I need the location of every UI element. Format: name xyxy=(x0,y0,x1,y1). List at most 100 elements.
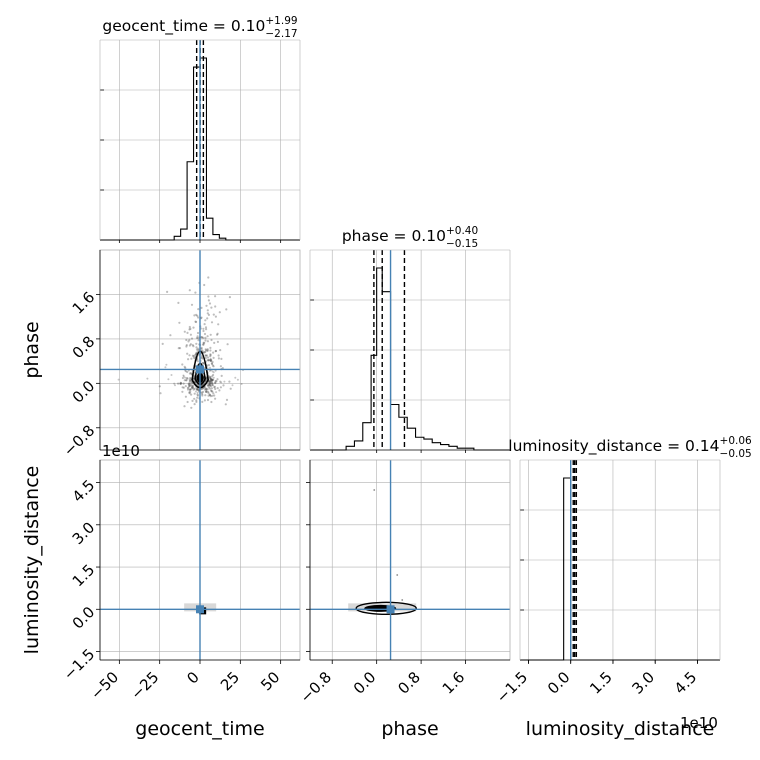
sample-point xyxy=(212,356,215,359)
sample-point xyxy=(208,380,211,383)
sample-point xyxy=(209,353,212,356)
sample-point xyxy=(213,385,216,388)
sample-point xyxy=(204,354,208,357)
sample-point xyxy=(117,378,120,381)
sample-point xyxy=(197,337,200,340)
sample-point xyxy=(189,382,192,385)
panel-background xyxy=(310,460,510,660)
diag-panel-luminosity_distance: luminosity_distance = 0.14+0.06 −0.05 xyxy=(508,435,752,663)
sample-point xyxy=(209,385,213,388)
sample-point xyxy=(188,325,191,329)
sample-point xyxy=(181,386,184,389)
sample-point xyxy=(196,335,199,338)
contour-outer xyxy=(355,601,417,616)
sample-point xyxy=(209,383,212,386)
sample-point xyxy=(209,381,212,385)
sample-point xyxy=(200,347,203,350)
sample-point xyxy=(211,384,215,387)
sample-point xyxy=(164,366,167,369)
sample-point xyxy=(191,399,194,402)
sample-point xyxy=(203,323,206,326)
sample-point xyxy=(195,399,198,402)
sample-point xyxy=(207,394,210,397)
sample-point xyxy=(196,394,200,397)
sample-point xyxy=(201,393,204,396)
sample-point xyxy=(206,348,209,351)
sample-point xyxy=(203,341,206,344)
sample-point xyxy=(178,321,181,324)
sample-point xyxy=(222,384,225,387)
sample-point xyxy=(200,346,203,349)
sample-point xyxy=(189,333,192,336)
sample-point xyxy=(209,378,212,381)
sample-point xyxy=(186,331,189,334)
sample-point xyxy=(197,347,200,350)
sample-point xyxy=(221,367,224,370)
sample-point xyxy=(184,395,187,398)
sample-point xyxy=(373,489,376,491)
sample-point xyxy=(205,388,208,391)
x-tick-label-phase: −0.8 xyxy=(297,668,335,706)
sample-point xyxy=(191,354,194,357)
sample-point xyxy=(226,343,229,346)
title-upper-error: +0.40 xyxy=(446,225,478,237)
sample-point xyxy=(228,296,231,299)
sample-point xyxy=(205,354,209,357)
sample-point xyxy=(216,378,219,381)
sample-point xyxy=(209,395,212,398)
sample-point xyxy=(229,387,232,390)
sample-point xyxy=(210,306,213,309)
sample-point xyxy=(190,393,193,396)
sample-point xyxy=(210,362,214,366)
sample-point xyxy=(200,316,203,319)
sample-point xyxy=(200,354,203,358)
sample-point xyxy=(208,387,211,390)
sample-point xyxy=(205,390,208,393)
sample-point xyxy=(185,379,188,382)
sample-point xyxy=(188,381,191,384)
sample-point xyxy=(186,400,189,404)
offset-label-bottom: 1e10 xyxy=(680,714,718,732)
sample-point xyxy=(190,384,193,387)
sample-point xyxy=(209,380,212,383)
sample-point xyxy=(188,328,191,331)
sample-point xyxy=(240,383,243,385)
sample-point xyxy=(208,302,212,305)
sample-point xyxy=(195,336,198,340)
sample-point xyxy=(204,326,208,329)
sample-point xyxy=(211,394,214,397)
sample-point xyxy=(182,374,185,377)
sample-point xyxy=(212,376,215,379)
sample-point xyxy=(192,356,195,359)
sample-point xyxy=(202,329,205,333)
sample-point xyxy=(210,381,213,384)
sample-point xyxy=(206,388,209,391)
sample-point xyxy=(205,390,208,393)
sample-point xyxy=(209,358,212,362)
sample-point xyxy=(202,343,205,346)
y-tick-label-luminosity_distance: 1.5 xyxy=(69,561,99,591)
sample-point xyxy=(211,382,214,385)
y-axis-label-luminosity_distance: luminosity_distance xyxy=(21,466,43,655)
sample-point xyxy=(158,385,161,388)
sample-point xyxy=(207,386,210,389)
sample-point xyxy=(195,342,198,345)
panel-phase-vs-luminosity_distance xyxy=(309,459,511,661)
panel-content xyxy=(310,460,510,660)
sample-point xyxy=(191,344,194,347)
sample-point xyxy=(214,380,217,383)
sample-point xyxy=(197,339,200,342)
title-luminosity_distance: luminosity_distance = 0.14+0.06 −0.05 xyxy=(508,435,752,460)
sample-point xyxy=(204,354,207,357)
sample-point xyxy=(173,382,176,385)
sample-point xyxy=(187,386,190,389)
sample-point xyxy=(193,397,196,400)
sample-point xyxy=(181,390,184,393)
y-tick-label-luminosity_distance: 0.0 xyxy=(69,603,99,633)
sample-point xyxy=(214,349,218,353)
sample-point xyxy=(202,341,205,344)
sample-point xyxy=(228,380,231,383)
sample-point xyxy=(195,346,198,349)
sample-point xyxy=(183,405,186,408)
